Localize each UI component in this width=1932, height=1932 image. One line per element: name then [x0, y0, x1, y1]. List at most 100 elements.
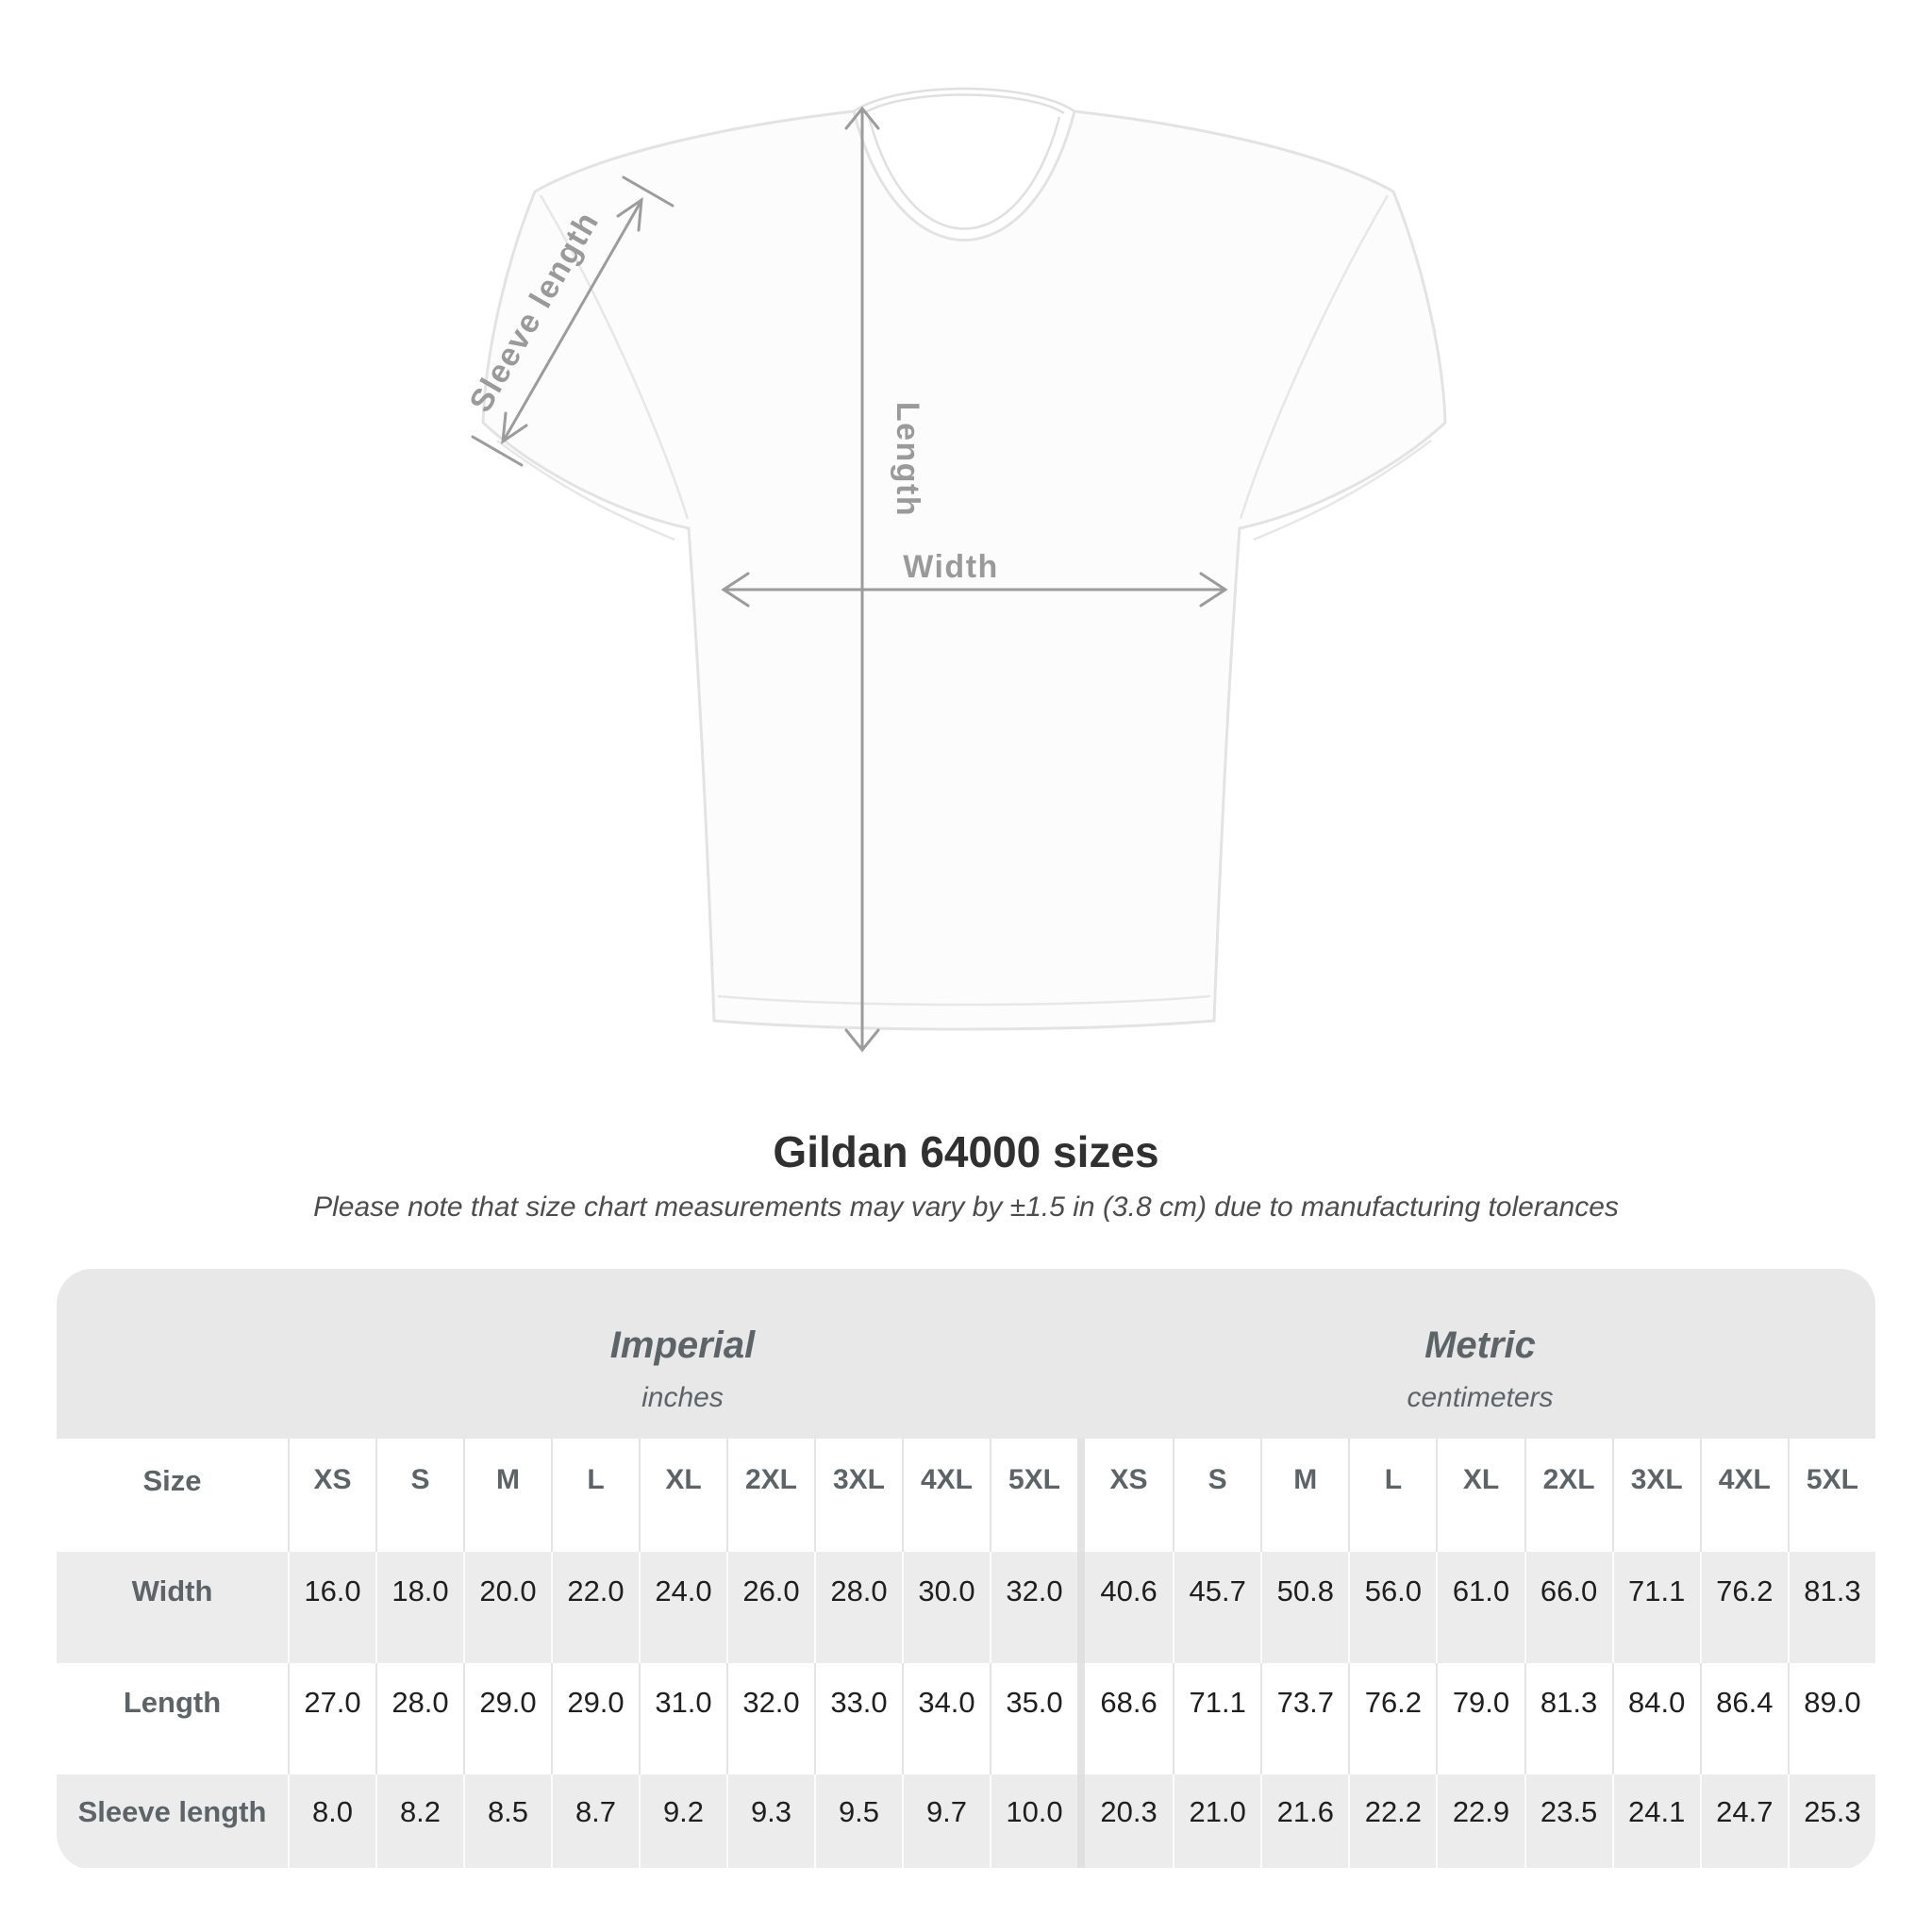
imperial-size-header: XS — [288, 1439, 375, 1552]
measurement-cell: 31.0 — [639, 1663, 726, 1774]
measurement-cell: 76.2 — [1699, 1552, 1788, 1663]
width-row: Width 16.0 18.0 20.0 22.0 24.0 26.0 28.0 30.0 32.… — [57, 1552, 1875, 1663]
measurement-cell: 22.0 — [551, 1552, 639, 1663]
measurement-cell: 35.0 — [990, 1663, 1077, 1774]
measurement-cell-text: 32.0 — [1006, 1574, 1063, 1607]
measurement-cell: 23.5 — [1524, 1774, 1612, 1868]
measurement-cell-text: 8.0 — [311, 1795, 354, 1828]
row-label-text: Width — [131, 1574, 213, 1607]
measurement-cell-text: 16.0 — [304, 1574, 361, 1607]
metric-size-header-text: XS — [1109, 1464, 1148, 1495]
measurement-cell-text: 24.0 — [655, 1574, 712, 1607]
sleeve-arrow — [471, 175, 675, 467]
imperial-size-header: XL — [639, 1439, 726, 1552]
size-header-row: Size XS S M L XL 2XL 3XL 4XL 5XL XS S M L XL 2XL 3XL 4XL 5… — [57, 1439, 1875, 1552]
measurement-cell: 21.6 — [1260, 1774, 1348, 1868]
measurement-cell-text: 28.0 — [391, 1686, 449, 1719]
measurement-cell: 9.5 — [814, 1774, 902, 1868]
measurement-cell: 24.7 — [1699, 1774, 1788, 1868]
row-label: Width — [57, 1552, 288, 1663]
measurement-cell: 8.2 — [375, 1774, 463, 1868]
measurement-cell-text: 33.0 — [830, 1686, 888, 1719]
measurement-cell-text: 71.1 — [1189, 1686, 1246, 1719]
measurement-cell: 9.7 — [902, 1774, 990, 1868]
metric-size-header: L — [1348, 1439, 1436, 1552]
measurement-cell-text: 81.3 — [1540, 1686, 1598, 1719]
measurement-cell: 8.5 — [463, 1774, 551, 1868]
measurement-cell-text: 81.3 — [1804, 1574, 1861, 1607]
measurement-cell-text: 8.2 — [399, 1795, 441, 1828]
width-label: Width — [903, 549, 999, 585]
measurement-cell-text: 10.0 — [1006, 1795, 1063, 1828]
measurement-cell: 8.0 — [288, 1774, 375, 1868]
metric-size-header: 4XL — [1699, 1439, 1788, 1552]
measurement-cell-text: 45.7 — [1189, 1574, 1246, 1607]
measurement-cell-text: 89.0 — [1804, 1686, 1861, 1719]
measurement-cell-text: 79.0 — [1452, 1686, 1510, 1719]
tshirt-graphic — [481, 109, 1447, 1031]
measurement-cell-text: 24.7 — [1716, 1795, 1774, 1828]
imperial-size-header-text: XL — [665, 1464, 702, 1495]
metric-size-header: 5XL — [1787, 1439, 1875, 1552]
measurement-cell-text: 31.0 — [655, 1686, 712, 1719]
measurement-cell-text: 9.2 — [662, 1795, 705, 1828]
metric-size-header-text: XL — [1462, 1464, 1500, 1495]
measurement-cell: 76.2 — [1348, 1663, 1436, 1774]
row-label: Length — [57, 1663, 288, 1774]
measurement-cell: 40.6 — [1085, 1552, 1173, 1663]
metric-size-header: 3XL — [1611, 1439, 1700, 1552]
measurement-cell: 10.0 — [990, 1774, 1077, 1868]
measurement-cell: 21.0 — [1173, 1774, 1260, 1868]
metric-size-header-text: S — [1208, 1464, 1227, 1495]
measurement-cell: 45.7 — [1173, 1552, 1260, 1663]
measurement-cell-text: 21.0 — [1189, 1795, 1246, 1828]
measurement-cell: 9.3 — [726, 1774, 814, 1868]
imperial-size-header-text: XS — [313, 1464, 352, 1495]
measurement-cell: 79.0 — [1436, 1663, 1524, 1774]
measurement-cell: 34.0 — [902, 1663, 990, 1774]
imperial-size-header-text: 4XL — [920, 1464, 974, 1495]
unit-header-row: Imperial inches Metric centimeters — [57, 1269, 1875, 1439]
measurement-cell: 66.0 — [1524, 1552, 1612, 1663]
metric-unit-label: centimeters — [1407, 1381, 1554, 1413]
size-column-label: Size — [57, 1439, 288, 1552]
metric-size-header: XL — [1436, 1439, 1524, 1552]
measurement-cell: 26.0 — [726, 1552, 814, 1663]
measurement-cell-text: 50.8 — [1276, 1574, 1334, 1607]
metric-size-header-text: 2XL — [1542, 1464, 1595, 1495]
measurement-cell: 84.0 — [1611, 1663, 1700, 1774]
measurement-cell-text: 27.0 — [304, 1686, 361, 1719]
imperial-size-header: 5XL — [990, 1439, 1077, 1552]
measurement-cell-text: 22.0 — [567, 1574, 625, 1607]
page-subtitle: Please note that size chart measurements… — [313, 1191, 1619, 1223]
measurement-cell-text: 9.3 — [750, 1795, 792, 1828]
length-arrow — [844, 106, 880, 1053]
measurement-cell: 50.8 — [1260, 1552, 1348, 1663]
measurement-cell: 61.0 — [1436, 1552, 1524, 1663]
measurement-cell-text: 34.0 — [918, 1686, 975, 1719]
measurement-cell-text: 71.1 — [1628, 1574, 1686, 1607]
size-column-label-text: Size — [142, 1464, 202, 1497]
measurement-cell-text: 56.0 — [1364, 1574, 1423, 1607]
measurement-cell: 25.3 — [1787, 1774, 1875, 1868]
imperial-size-header: 3XL — [814, 1439, 902, 1552]
measurement-cell-text: 9.5 — [838, 1795, 880, 1828]
measurement-cell-text: 20.0 — [479, 1574, 537, 1607]
measurement-cell-text: 35.0 — [1006, 1686, 1063, 1719]
measurement-cell-text: 73.7 — [1276, 1686, 1334, 1719]
measurement-cell-text: 68.6 — [1100, 1686, 1158, 1719]
metric-label: Metric — [1424, 1324, 1536, 1366]
measurement-cell: 30.0 — [902, 1552, 990, 1663]
metric-size-header: M — [1260, 1439, 1348, 1552]
measurement-cell-text: 8.7 — [575, 1795, 617, 1828]
metric-size-header-text: L — [1384, 1464, 1403, 1495]
unit-divider — [1077, 1663, 1085, 1774]
measurement-cell-text: 40.6 — [1100, 1574, 1158, 1607]
imperial-size-header: 2XL — [726, 1439, 814, 1552]
imperial-group-header: Imperial inches — [288, 1269, 1077, 1439]
measurement-cell-text: 76.2 — [1364, 1686, 1423, 1719]
measurement-cell: 24.0 — [639, 1552, 726, 1663]
measurement-cell-text: 21.6 — [1276, 1795, 1334, 1828]
size-table: Imperial inches Metric centimeters Size X… — [57, 1269, 1875, 1870]
